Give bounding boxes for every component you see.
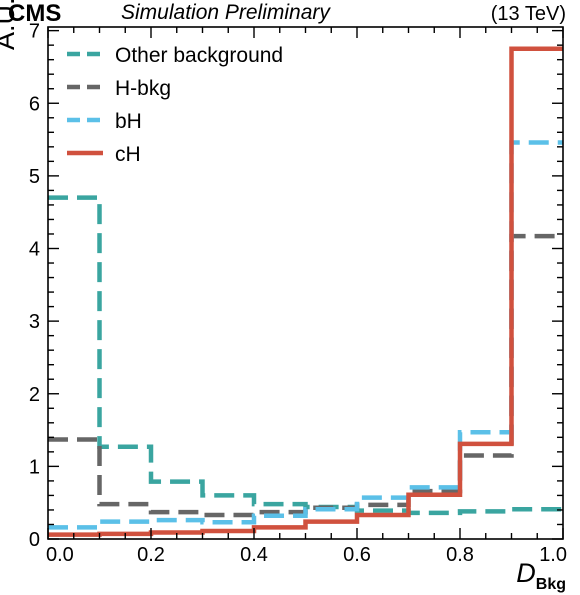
legend: Other background H-bkg bH cH bbox=[67, 44, 283, 166]
y-tick-label: 7 bbox=[29, 21, 40, 43]
experiment-label: CMS bbox=[8, 0, 62, 27]
series-h-bkg bbox=[48, 233, 563, 518]
axes-frame bbox=[47, 26, 564, 540]
y-tick-label: 2 bbox=[29, 384, 40, 406]
x-axis-label-subscript: Bkg bbox=[535, 576, 566, 593]
x-axis-label-main: D bbox=[516, 558, 536, 588]
x-axis-label: DBkg bbox=[516, 558, 566, 594]
series-other-background bbox=[48, 195, 563, 516]
axes-layer: 0.0 0.2 0.4 0.6 0.8 1.0 0 1 2 3 4 5 6 7 bbox=[29, 21, 567, 566]
y-tick-label: 3 bbox=[29, 311, 40, 333]
x-tick-label: 0.0 bbox=[46, 544, 74, 566]
x-tick-label: 0.6 bbox=[343, 544, 371, 566]
energy-label: (13 TeV) bbox=[490, 3, 566, 25]
legend-entry-label: cH bbox=[115, 143, 141, 166]
y-tick-label: 1 bbox=[29, 456, 40, 478]
y-tick-label: 5 bbox=[29, 166, 40, 188]
y-tick-label: 0 bbox=[29, 529, 40, 551]
x-tick-label: 0.4 bbox=[240, 544, 268, 566]
y-tick-label: 4 bbox=[29, 239, 40, 261]
x-tick-label: 1.0 bbox=[539, 544, 567, 566]
legend-entry-label: bH bbox=[115, 110, 142, 133]
legend-entry-label: Other background bbox=[115, 44, 283, 67]
x-tick-label: 0.8 bbox=[446, 544, 474, 566]
x-tick-label: 0.2 bbox=[137, 544, 165, 566]
y-tick-label: 6 bbox=[29, 93, 40, 115]
series-bh bbox=[48, 140, 563, 530]
legend-entry-label: H-bkg bbox=[115, 77, 171, 100]
status-label: Simulation Preliminary bbox=[121, 1, 330, 24]
